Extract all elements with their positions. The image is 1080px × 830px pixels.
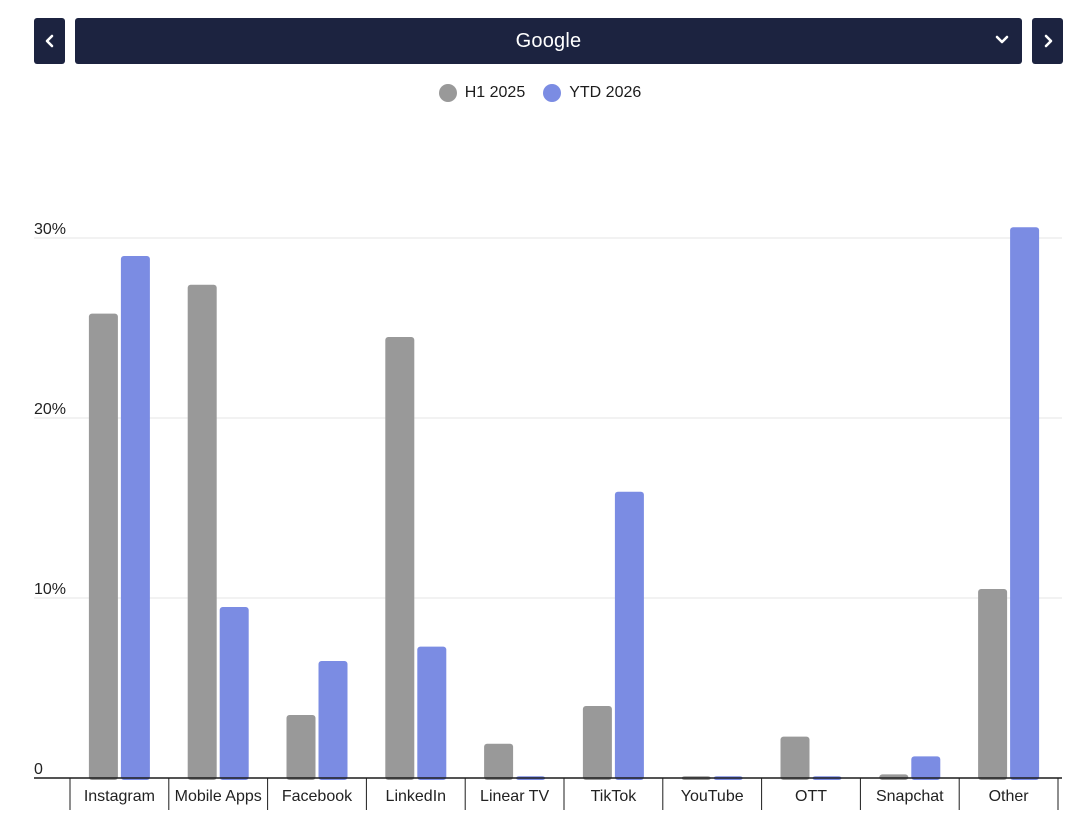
x-tick-label: LinkedIn bbox=[386, 788, 447, 805]
bar-h1-2025-linkedin[interactable] bbox=[385, 337, 415, 780]
next-button[interactable] bbox=[1032, 18, 1063, 64]
x-tick-label: Other bbox=[989, 788, 1030, 805]
x-tick-label: Linear TV bbox=[480, 788, 549, 805]
legend-swatch-h1-2025 bbox=[438, 84, 457, 102]
chevron-right-icon bbox=[1044, 34, 1052, 48]
x-tick-label: YouTube bbox=[681, 788, 744, 805]
bar-h1-2025-instagram[interactable] bbox=[88, 313, 118, 780]
bar-h1-2025-snapchat[interactable] bbox=[879, 774, 909, 780]
y-tick-label: 10% bbox=[34, 581, 66, 598]
bar-ytd-2026-linkedin[interactable] bbox=[417, 646, 447, 780]
x-tick-label: Snapchat bbox=[876, 788, 944, 805]
x-tick-label: Instagram bbox=[84, 788, 155, 805]
source-dropdown[interactable]: Google bbox=[75, 18, 1022, 64]
bar-ytd-2026-facebook[interactable] bbox=[318, 661, 348, 780]
bar-ytd-2026-other[interactable] bbox=[1010, 227, 1040, 780]
bar-h1-2025-tiktok[interactable] bbox=[582, 706, 612, 780]
bar-ytd-2026-tiktok[interactable] bbox=[614, 491, 644, 780]
bar-ytd-2026-snapchat[interactable] bbox=[911, 756, 941, 780]
bar-ytd-2026-instagram[interactable] bbox=[120, 256, 150, 780]
y-tick-label: 20% bbox=[34, 401, 66, 418]
y-tick-label: 30% bbox=[34, 221, 66, 238]
x-tick-label: TikTok bbox=[591, 788, 638, 805]
legend-item-ytd-2026[interactable]: YTD 2026 bbox=[543, 84, 641, 102]
chart-controls: Google bbox=[34, 18, 1063, 64]
bar-h1-2025-facebook[interactable] bbox=[286, 715, 316, 780]
bar-h1-2025-ott[interactable] bbox=[780, 736, 810, 780]
chevron-down-icon bbox=[995, 35, 1009, 44]
x-tick-label: OTT bbox=[795, 788, 827, 805]
x-tick-label: Facebook bbox=[282, 788, 353, 805]
legend-label-h1-2025: H1 2025 bbox=[464, 84, 526, 101]
x-tick-label: Mobile Apps bbox=[175, 788, 262, 805]
bar-ytd-2026-mobile-apps[interactable] bbox=[219, 607, 249, 780]
legend-label-ytd-2026: YTD 2026 bbox=[569, 84, 642, 101]
source-dropdown-value: Google bbox=[515, 30, 582, 52]
y-tick-label: 0 bbox=[34, 761, 43, 778]
previous-button[interactable] bbox=[34, 18, 65, 64]
legend-swatch-ytd-2026 bbox=[543, 84, 562, 102]
chart-legend: H1 2025 YTD 2026 bbox=[0, 84, 1080, 102]
bar-h1-2025-other[interactable] bbox=[978, 589, 1008, 780]
legend-item-h1-2025[interactable]: H1 2025 bbox=[438, 84, 526, 102]
chevron-left-icon bbox=[45, 34, 53, 48]
bar-h1-2025-mobile-apps[interactable] bbox=[187, 284, 217, 780]
bar-h1-2025-linear-tv[interactable] bbox=[484, 743, 514, 780]
